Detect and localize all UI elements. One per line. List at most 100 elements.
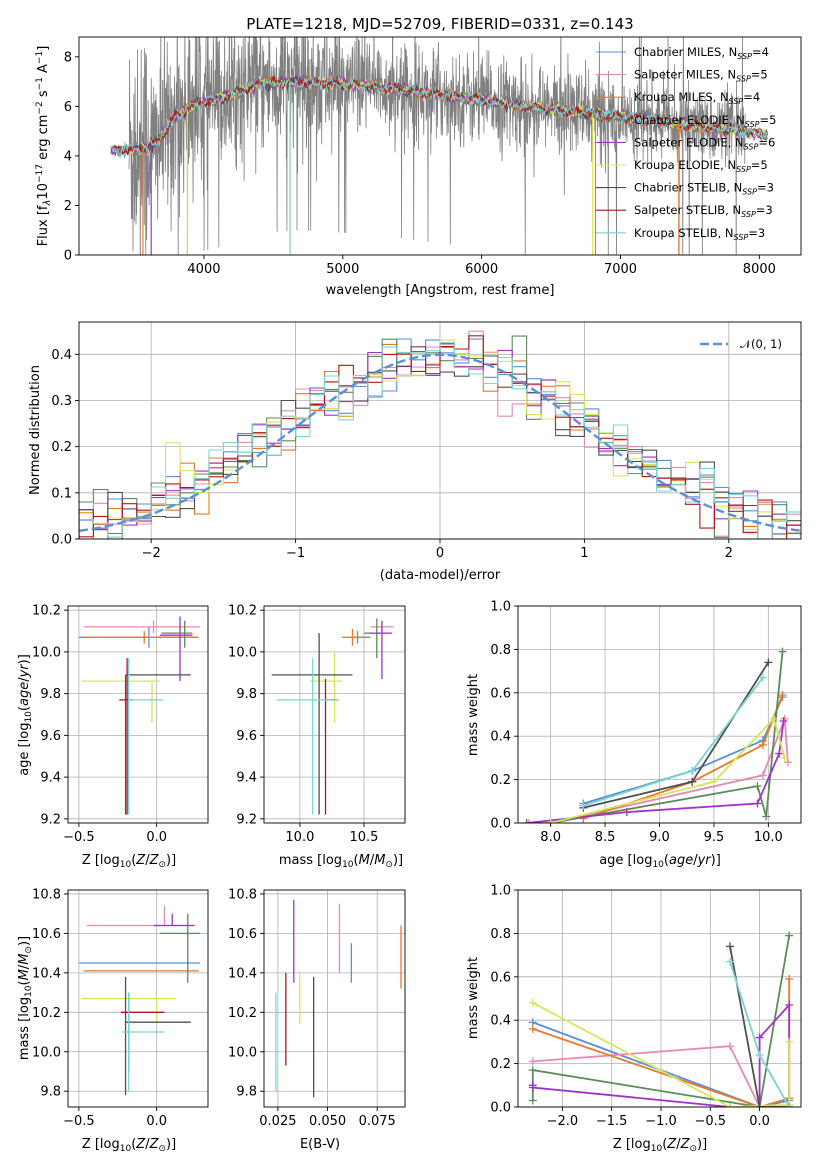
weight-point-marker bbox=[622, 808, 631, 817]
mass-weight-vs-z-xlabel: Z [log10(Z/Z⊙)] bbox=[613, 1137, 707, 1154]
x-tick-label: 0.025 bbox=[259, 1114, 296, 1129]
y-tick-label: 0.0 bbox=[490, 1101, 511, 1116]
weight-series-line bbox=[532, 1045, 790, 1107]
y-tick-label: 10.0 bbox=[228, 645, 257, 660]
x-tick-label: 10.0 bbox=[754, 830, 783, 845]
weight-point-marker bbox=[779, 717, 788, 726]
x-tick-label: −1 bbox=[286, 546, 305, 561]
legend-entry: Chabrier ELODIE, NSSP=5 bbox=[634, 113, 776, 129]
x-tick-label: 4000 bbox=[187, 262, 220, 277]
plot-frame bbox=[517, 605, 802, 824]
model-spectrum-line bbox=[110, 76, 768, 159]
plot-frame bbox=[517, 889, 802, 1108]
x-tick-label: 10.5 bbox=[350, 830, 379, 845]
weight-point-marker bbox=[755, 1050, 764, 1059]
y-tick-label: 9.8 bbox=[40, 1085, 61, 1100]
x-tick-label: 5000 bbox=[326, 262, 359, 277]
weight-point-marker bbox=[528, 1083, 537, 1092]
weight-point-marker bbox=[753, 799, 762, 808]
weight-point-marker bbox=[528, 1066, 537, 1075]
plot-frame bbox=[67, 605, 209, 824]
x-tick-label: 0 bbox=[436, 546, 444, 561]
weight-point-marker bbox=[726, 942, 735, 951]
mass-vs-ebv-xlabel: E(B-V) bbox=[300, 1137, 340, 1152]
x-tick-label: 2 bbox=[725, 546, 733, 561]
weight-point-marker bbox=[758, 740, 767, 749]
y-tick-label: 9.2 bbox=[236, 812, 257, 827]
mass-vs-z-xlabel: Z [log10(Z/Z⊙)] bbox=[82, 1137, 176, 1154]
y-tick-label: 0.8 bbox=[490, 643, 511, 658]
x-tick-label: 9.0 bbox=[649, 830, 670, 845]
y-tick-label: 9.8 bbox=[236, 687, 257, 702]
weight-point-marker bbox=[764, 658, 773, 667]
weight-point-marker bbox=[688, 777, 697, 786]
weight-point-marker bbox=[726, 957, 735, 966]
mass-weight-vs-z-ylabel: mass weight bbox=[466, 957, 481, 1039]
y-tick-label: 10.8 bbox=[228, 887, 257, 902]
mass-vs-z-panel: Z [log10(Z/Z⊙)] mass [log10(M/M⊙)] −0.5 0… bbox=[17, 887, 209, 1154]
spectrum-panel: PLATE=1218, MJD=52709, FIBERID=0331, z=0… bbox=[35, 15, 802, 298]
spectrum-ylabel: Flux [fλ10−17 erg cm−2 s−1 A−1] bbox=[35, 46, 53, 247]
mass-weight-vs-age-ylabel: mass weight bbox=[466, 674, 481, 756]
legend-entry: Salpeter ELODIE, NSSP=6 bbox=[634, 135, 775, 151]
y-tick-label: 10.6 bbox=[32, 927, 61, 942]
weight-point-marker bbox=[524, 819, 533, 823]
y-tick-label: 0.4 bbox=[490, 1014, 511, 1029]
mass-weight-vs-age-xlabel: age [log10(age/yr)] bbox=[599, 853, 721, 870]
age-vs-mass-panel: mass [log10(M/M⊙)] 10.0 10.5 9.2 9.4 9.6 9.8 1… bbox=[228, 604, 406, 870]
x-tick-label: 0.050 bbox=[309, 1114, 346, 1129]
plot-frame bbox=[263, 889, 406, 1108]
x-tick-label: 0.0 bbox=[146, 830, 167, 845]
y-tick-label: 0.0 bbox=[51, 533, 72, 548]
y-tick-label: 0.8 bbox=[490, 927, 511, 942]
y-tick-label: 6 bbox=[64, 100, 72, 115]
y-tick-label: 9.6 bbox=[40, 729, 61, 744]
y-tick-label: 0.3 bbox=[51, 394, 72, 409]
weight-point-marker bbox=[785, 1037, 794, 1046]
y-tick-label: 2 bbox=[64, 199, 72, 214]
y-tick-label: 0.0 bbox=[490, 817, 511, 832]
y-tick-label: 10.0 bbox=[32, 645, 61, 660]
x-tick-label: −1.5 bbox=[596, 1114, 628, 1129]
weight-point-marker bbox=[778, 647, 787, 656]
observed-spectrum-line bbox=[128, 37, 746, 255]
legend-entry: Kroupa STELIB, NSSP=3 bbox=[634, 226, 765, 242]
weight-point-marker bbox=[780, 753, 789, 762]
y-tick-label: 10.2 bbox=[228, 1006, 257, 1021]
y-tick-label: 10.2 bbox=[228, 604, 257, 619]
y-tick-label: 10.8 bbox=[32, 887, 61, 902]
legend-entry: Salpeter STELIB, NSSP=3 bbox=[634, 203, 773, 219]
weight-point-marker bbox=[769, 714, 778, 723]
y-tick-label: 9.4 bbox=[40, 771, 61, 786]
weight-point-marker bbox=[785, 1001, 794, 1010]
weight-point-marker bbox=[758, 771, 767, 780]
legend-entry: Salpeter MILES, NSSP=5 bbox=[634, 68, 768, 84]
normal-curve bbox=[79, 353, 801, 533]
y-tick-label: 9.4 bbox=[236, 771, 257, 786]
x-tick-label: 7000 bbox=[604, 262, 637, 277]
weight-point-marker bbox=[522, 819, 531, 823]
weight-point-marker bbox=[762, 812, 771, 821]
weight-point-marker bbox=[546, 819, 555, 823]
weight-series-line bbox=[550, 717, 786, 823]
x-tick-label: −1.0 bbox=[645, 1114, 677, 1129]
spectrum-title: PLATE=1218, MJD=52709, FIBERID=0331, z=0… bbox=[246, 15, 633, 33]
y-tick-label: 9.8 bbox=[236, 1085, 257, 1100]
residuals-xlabel: (data-model)/error bbox=[380, 568, 501, 583]
legend-entry: Kroupa ELODIE, NSSP=5 bbox=[634, 158, 768, 174]
weight-point-marker bbox=[753, 782, 762, 791]
weight-point-marker bbox=[528, 1024, 537, 1033]
y-tick-label: 0.4 bbox=[490, 730, 511, 745]
residuals-panel: (data-model)/error Normed distribution −… bbox=[28, 321, 802, 583]
x-tick-label: 8000 bbox=[743, 262, 776, 277]
weight-point-marker bbox=[688, 766, 697, 775]
weight-point-marker bbox=[709, 777, 718, 786]
x-tick-label: −2.0 bbox=[547, 1114, 579, 1129]
y-tick-label: 0 bbox=[64, 249, 72, 264]
y-tick-label: 10.2 bbox=[32, 604, 61, 619]
y-tick-label: 10.0 bbox=[228, 1045, 257, 1060]
plot-frame bbox=[263, 605, 406, 824]
weight-lines bbox=[522, 647, 792, 823]
y-tick-label: 0.6 bbox=[490, 686, 511, 701]
